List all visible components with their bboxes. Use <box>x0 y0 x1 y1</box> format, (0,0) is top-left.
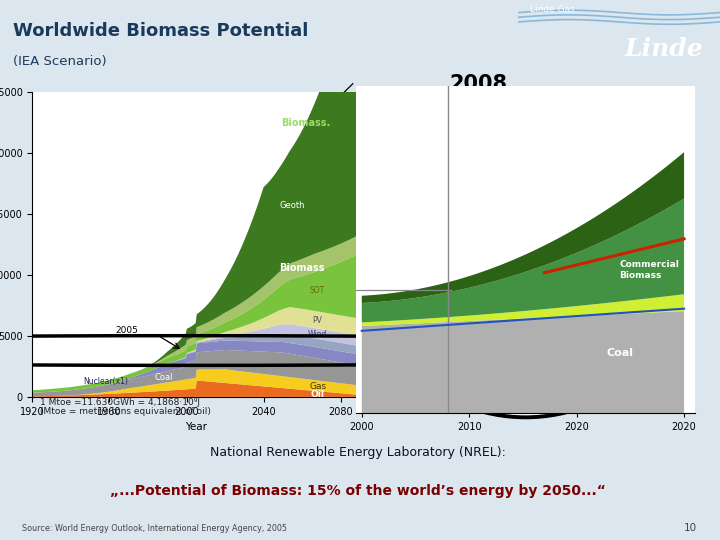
Text: National Renewable Energy Laboratory (NREL):: National Renewable Energy Laboratory (NR… <box>210 446 506 459</box>
Text: Geoth: Geoth <box>280 200 305 210</box>
Text: Worldwide Biomass Potential: Worldwide Biomass Potential <box>13 22 308 40</box>
Text: Biomass: Biomass <box>583 178 635 188</box>
Text: Gas: Gas <box>309 382 326 391</box>
Text: Wind: Wind <box>308 330 328 339</box>
Text: 2008: 2008 <box>450 74 508 94</box>
Text: Source: World Energy Outlook, International Energy Agency, 2005: Source: World Energy Outlook, Internatio… <box>22 524 287 533</box>
Text: Coal: Coal <box>154 373 173 382</box>
Text: Coal: Coal <box>606 348 633 357</box>
Text: 1 Mtoe =11.630GWh = 4,1868·10⁹J: 1 Mtoe =11.630GWh = 4,1868·10⁹J <box>40 398 199 407</box>
Text: Nuclear(x1): Nuclear(x1) <box>84 377 128 386</box>
Text: (IEA Scenario): (IEA Scenario) <box>13 55 107 68</box>
Text: (Mtoe = metric tons equivalent of oil): (Mtoe = metric tons equivalent of oil) <box>40 407 210 416</box>
Text: Linde: Linde <box>624 37 703 60</box>
Text: Commercial
Biomass: Commercial Biomass <box>620 260 680 280</box>
Circle shape <box>361 94 690 417</box>
Text: 10: 10 <box>684 523 697 533</box>
Text: „...Potential of Biomass: 15% of the world’s energy by 2050...“: „...Potential of Biomass: 15% of the wor… <box>110 484 606 498</box>
X-axis label: Year: Year <box>185 422 207 432</box>
Text: Biomass: Biomass <box>279 262 325 273</box>
Text: PV: PV <box>312 316 323 325</box>
Text: Biomass.: Biomass. <box>282 118 330 128</box>
Text: Oil: Oil <box>310 390 325 399</box>
Text: 2005: 2005 <box>115 327 138 335</box>
Text: Linde Gas: Linde Gas <box>531 5 575 15</box>
Text: SOT: SOT <box>310 286 325 295</box>
